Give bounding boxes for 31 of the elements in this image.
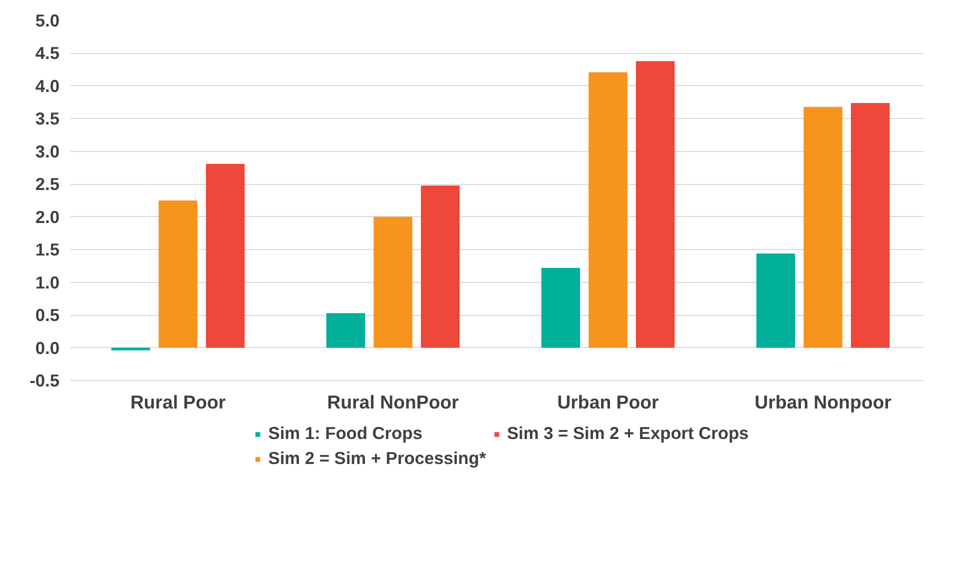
bar bbox=[588, 72, 628, 348]
bar bbox=[541, 268, 580, 348]
y-tick-label: 1.0 bbox=[35, 272, 60, 292]
y-tick-label: 4.5 bbox=[35, 43, 60, 64]
bar bbox=[420, 185, 460, 348]
legend-label: Sim 2 = Sim + Processing* bbox=[268, 448, 486, 469]
y-tick-label: 1.5 bbox=[35, 240, 60, 260]
y-tick-label: 2.0 bbox=[35, 206, 60, 227]
bar bbox=[326, 313, 366, 348]
y-tick-label: 3.5 bbox=[35, 108, 60, 129]
y-tick-label: 0.0 bbox=[35, 338, 60, 358]
bar bbox=[206, 164, 245, 348]
y-tick-label: 2.5 bbox=[35, 174, 60, 194]
bar bbox=[804, 106, 842, 348]
y-tick-label: 5.0 bbox=[35, 10, 60, 30]
bar bbox=[850, 102, 890, 348]
legend-label: Sim 3 = Sim 2 + Export Crops bbox=[506, 423, 749, 444]
y-tick-label: -0.5 bbox=[30, 370, 60, 390]
x-tick-label: Rural Poor bbox=[130, 392, 226, 412]
bar bbox=[158, 200, 198, 348]
legend-label: Sim 1: Food Crops bbox=[268, 423, 422, 444]
y-tick-label: 0.5 bbox=[35, 305, 60, 326]
bar bbox=[374, 216, 412, 348]
y-tick-label: 3.0 bbox=[35, 141, 60, 162]
x-tick-label: Urban Poor bbox=[557, 392, 659, 412]
x-tick-label: Urban Nonpoor bbox=[754, 392, 892, 412]
x-tick-label: Rural NonPoor bbox=[327, 392, 459, 412]
y-tick-label: 4.0 bbox=[35, 76, 60, 96]
bar bbox=[756, 254, 796, 348]
bar bbox=[111, 348, 150, 350]
bar bbox=[636, 61, 675, 348]
